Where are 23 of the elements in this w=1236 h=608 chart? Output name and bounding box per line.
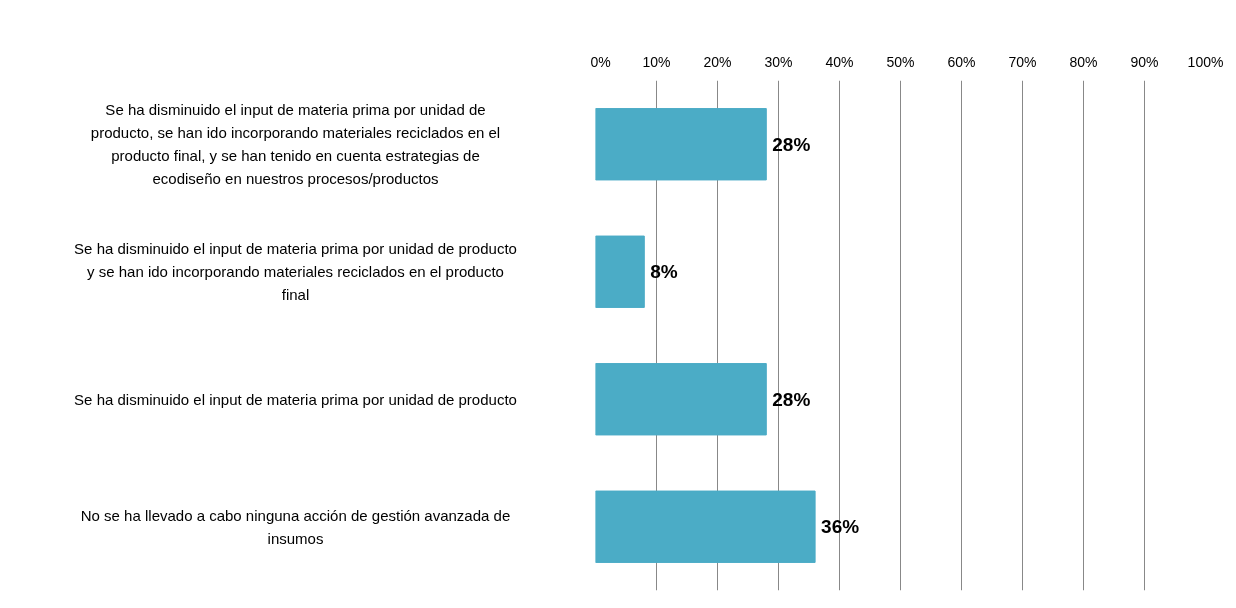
x-tick-label: 70% [1008,53,1037,70]
y-tick-label: Se ha disminuido el input de materia prima por unidad de producto [74,390,517,408]
y-tick-label: Se ha disminuido el input de materia prima por unidad de producto y se han ido incorporando materiales reciclados en el producto final [74,240,517,304]
x-tick-label: 90% [1130,53,1159,70]
data-label: 28% [772,388,811,410]
bar [595,235,645,308]
x-tick-label: 10% [642,53,671,70]
bar [595,108,767,181]
bar [595,490,816,563]
data-label: 8% [650,261,678,283]
x-tick-label: 40% [825,53,854,70]
x-tick-label: 100% [1187,53,1224,70]
x-tick-label: 30% [764,53,793,70]
bar [595,363,767,436]
y-tick-label: Se ha disminuido el input de materia prima por unidad de producto, se han ido incorporando materiales reciclados en el producto final, y se han tenido en cuenta estrategias de ecodiseño en nuestros procesos/productos [90,101,501,188]
x-tick-label: 60% [947,53,976,70]
x-tick-label: 50% [886,53,915,70]
x-tick-label: 80% [1069,53,1098,70]
data-label: 36% [821,516,860,538]
x-tick-label: 0% [590,53,611,70]
data-label: 28% [772,133,811,155]
x-tick-label: 20% [703,53,732,70]
y-tick-label: No se ha llevado a cabo ninguna acción de gestión avanzada de insumos [80,506,511,547]
